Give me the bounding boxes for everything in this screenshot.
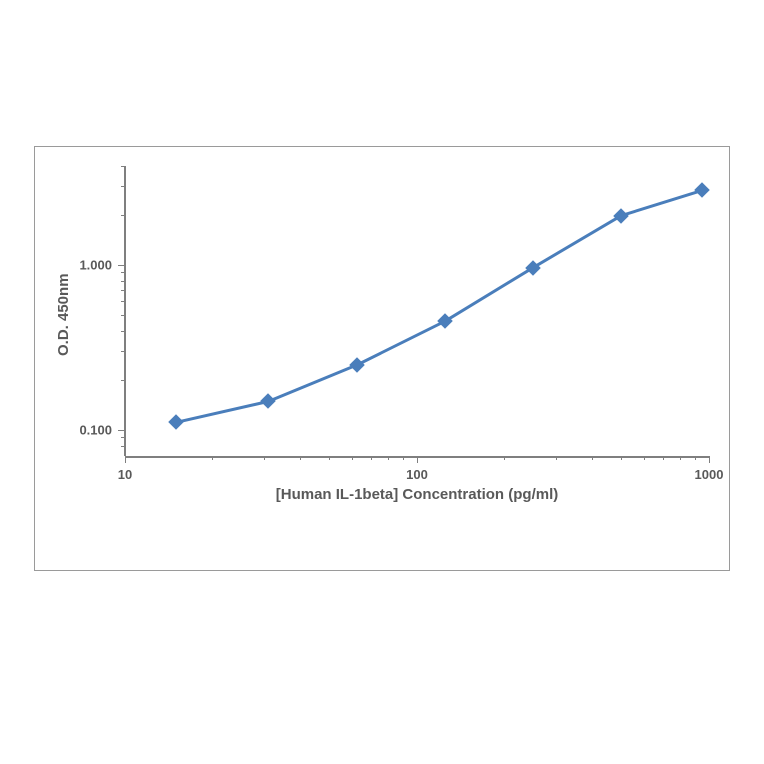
x-minor-tick (644, 456, 645, 460)
y-tick-label: 0.100 (62, 423, 112, 438)
x-minor-tick (592, 456, 593, 460)
x-minor-tick (329, 456, 330, 460)
x-minor-tick (695, 456, 696, 460)
x-major-tick (709, 456, 711, 463)
x-minor-tick (680, 456, 681, 460)
x-minor-tick (621, 456, 622, 460)
y-major-tick (118, 430, 125, 432)
x-tick-label: 100 (406, 467, 428, 482)
x-tick-label: 10 (118, 467, 132, 482)
x-minor-tick (403, 456, 404, 460)
x-major-tick (417, 456, 419, 463)
x-minor-tick (371, 456, 372, 460)
y-tick-label: 1.000 (62, 258, 112, 273)
y-major-tick (118, 265, 125, 267)
x-minor-tick (504, 456, 505, 460)
x-minor-tick (212, 456, 213, 460)
x-axis-label: [Human IL-1beta] Concentration (pg/ml) (125, 486, 709, 503)
x-minor-tick (264, 456, 265, 460)
x-minor-tick (300, 456, 301, 460)
x-minor-tick (556, 456, 557, 460)
x-major-tick (125, 456, 127, 463)
x-minor-tick (663, 456, 664, 460)
x-minor-tick (388, 456, 389, 460)
x-tick-label: 1000 (695, 467, 724, 482)
plot-area: 1010010000.1001.000 (125, 166, 709, 456)
y-axis-label: O.D. 450nm (55, 273, 72, 356)
x-minor-tick (352, 456, 353, 460)
